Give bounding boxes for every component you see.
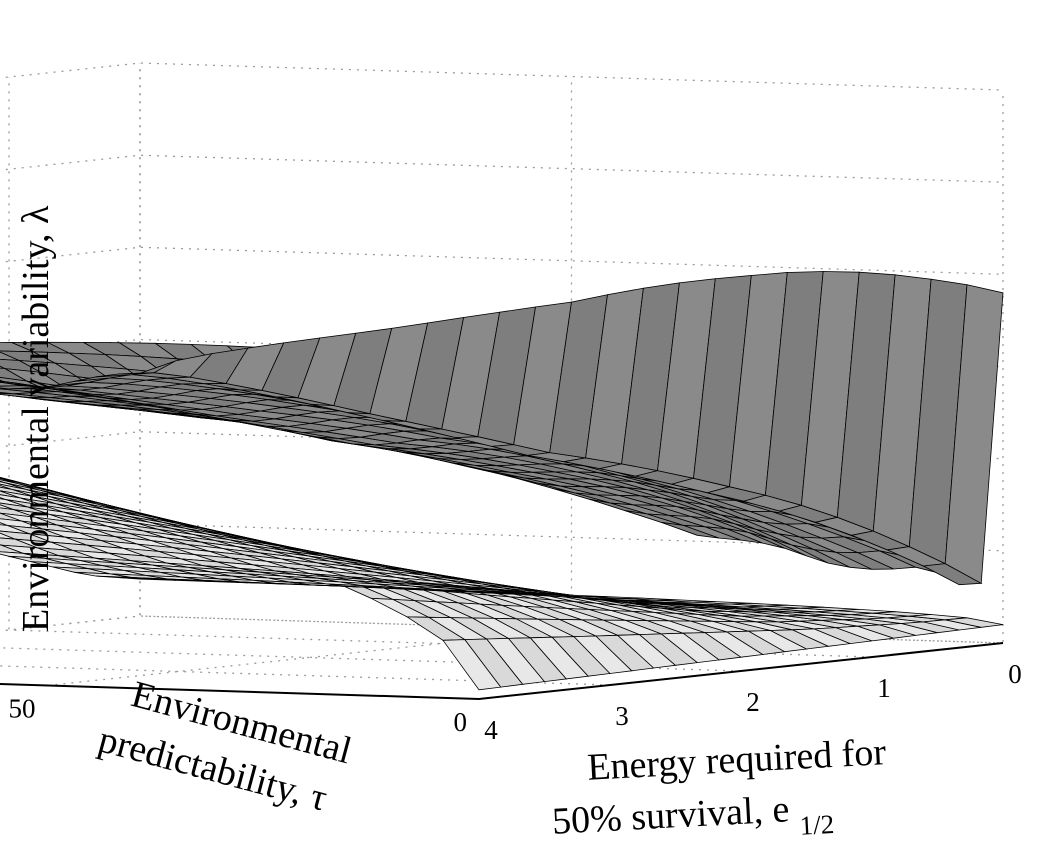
x-axis-label: Energy required for 50% survival, e 1/2 — [548, 731, 899, 846]
lower-surface — [0, 476, 1004, 691]
x-axis-label-line-1: Energy required for — [586, 731, 887, 789]
y-tick-label: 0 — [454, 707, 468, 737]
x-tick-label: 0 — [1008, 659, 1022, 689]
surface-cell — [944, 284, 1004, 584]
surface-cell — [945, 617, 1004, 628]
upper-surface — [0, 271, 1004, 586]
axes — [0, 642, 1004, 701]
x-tick-label: 3 — [615, 701, 629, 731]
x-tick-label: 1 — [877, 673, 891, 703]
grid-lines — [0, 62, 1004, 700]
x-axis-label-subscript: 1/2 — [799, 809, 835, 841]
x-tick-label: 4 — [484, 715, 498, 745]
y-tick-label: 50 — [9, 694, 36, 724]
x-axis-label-line-2: 50% survival, e — [551, 788, 800, 843]
z-axis-label: Environmental variability, λ — [15, 205, 57, 632]
tick-labels: 05101520253001234050100 — [9, 659, 1022, 745]
x-tick-label: 2 — [746, 687, 760, 717]
